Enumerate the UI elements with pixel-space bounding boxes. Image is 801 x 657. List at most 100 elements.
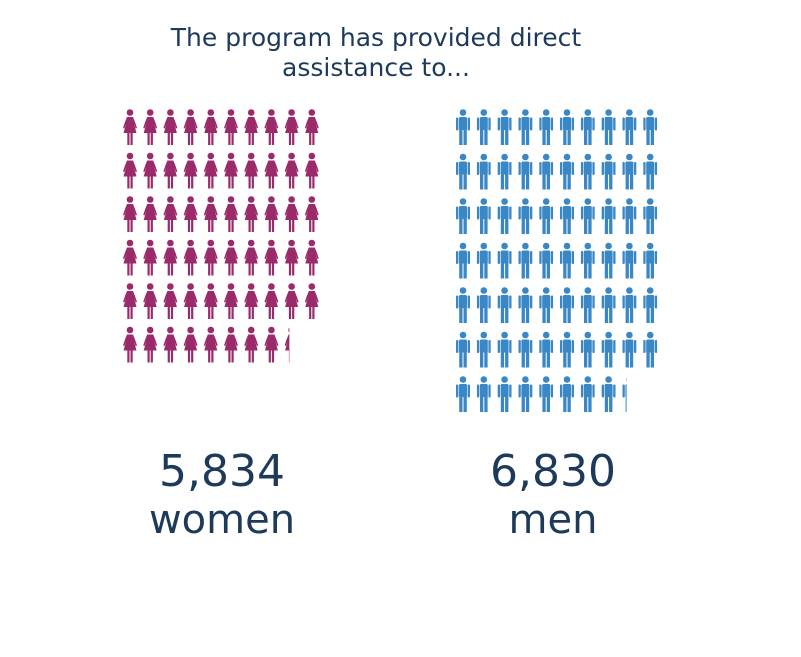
person-icon [163,196,178,232]
icon-leg [604,351,609,368]
icon-head [542,331,550,339]
icon-arm [488,206,491,220]
icon-body [563,295,571,308]
icon-arm [643,117,646,131]
icon-arm [580,162,584,175]
icon-leg [459,396,463,412]
icon-leg [500,218,505,234]
person-icon [163,283,178,319]
icon-leg [228,349,231,363]
icon-arm [476,384,480,398]
icon-leg [604,129,609,145]
icon-head [626,153,633,161]
icon-leg [127,306,130,319]
icon-arm [530,206,533,220]
icon-leg [248,349,251,363]
icon-leg [191,349,194,363]
icon-body [542,384,551,397]
icon-leg [187,219,191,232]
icon-leg [463,129,467,145]
icon-leg [292,306,295,319]
icon-head [480,331,488,339]
icon-leg [546,173,550,190]
person-icon [123,196,137,232]
icon-body [224,291,238,307]
person-icon [264,152,279,189]
icon-leg [480,262,484,279]
icon-leg [312,219,315,232]
icon-leg [500,396,505,412]
person-icon [622,198,637,234]
icon-head [207,109,215,116]
icon-leg [231,219,234,232]
icon-body [203,291,218,307]
icon-leg [309,306,312,319]
icon-body [304,291,319,307]
icon-head [605,109,612,116]
icon-leg [584,396,588,412]
icon-leg [150,306,153,319]
icon-arm [634,162,637,175]
person-icon [456,153,470,190]
icon-leg [147,306,150,319]
icon-leg [505,307,509,323]
person-icon [304,283,319,319]
person-icon [497,153,512,190]
icon-leg [588,218,592,234]
person-icon [123,109,137,145]
icon-head [187,326,194,334]
person-icon [264,196,279,232]
icon-leg [251,175,254,189]
person-icon [183,283,198,319]
icon-head [584,242,592,250]
icon-head [227,152,235,160]
icon-leg [130,219,133,232]
icon-head [584,287,592,294]
icon-leg [312,132,315,145]
icon-leg [542,129,546,145]
icon-arm [488,295,491,309]
icon-leg [309,132,312,145]
icon-head [584,153,592,161]
icon-head [584,198,592,205]
icon-body [521,161,530,175]
icon-body [500,206,509,219]
person-icon [183,326,198,363]
icon-head [480,198,488,205]
person-icon [580,242,595,279]
icon-body [203,334,218,351]
person-icon [476,242,491,279]
icon-leg [463,218,467,234]
person-icon [497,109,512,145]
person-icon [203,239,218,276]
icon-body [143,117,158,133]
icon-leg [542,307,546,323]
icon-head [626,331,633,339]
icon-leg [629,351,634,368]
person-icon [143,109,158,145]
icon-body [203,247,218,264]
person-icon [643,198,658,234]
icon-body [244,117,259,133]
icon-leg [563,307,567,323]
icon-head [308,283,316,290]
icon-leg [484,396,488,412]
icon-leg [187,349,191,363]
icon-arm [601,251,604,264]
icon-body [542,339,551,353]
icon-leg [292,219,295,232]
icon-head [146,326,154,334]
icon-leg [268,175,271,189]
icon-head [126,152,134,160]
icon-leg [525,396,530,412]
icon-arm [571,206,574,220]
icon-leg [170,132,174,145]
icon-arm [613,206,616,220]
person-icon [539,376,554,412]
icon-body [500,295,509,308]
icon-leg [484,351,488,368]
icon-body [123,247,137,264]
icon-arm [456,162,459,175]
icon-arm [654,162,658,175]
icon-leg [505,351,509,368]
